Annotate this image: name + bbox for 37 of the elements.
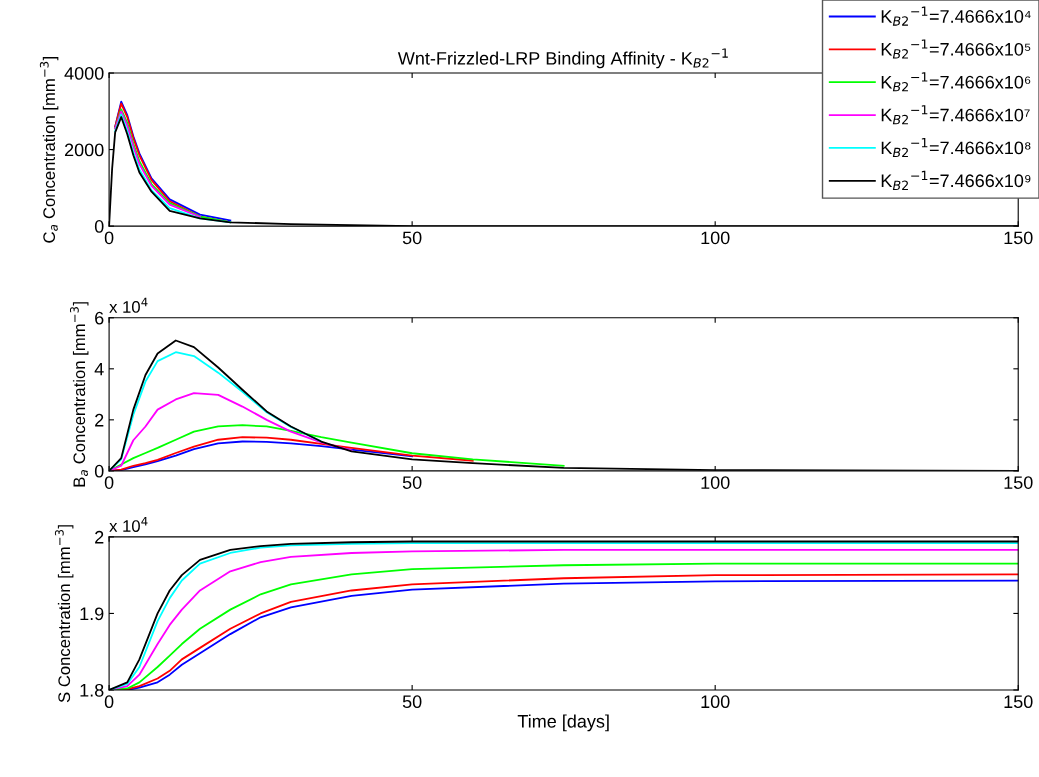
y-axis-title: B$_{a}$ Concentration [mm$^{−3}$] [69, 302, 89, 487]
x-tick-label: 0 [104, 476, 114, 489]
legend-label: K$_{B2}$$^{−1}$=7.4666x10⁹ [881, 170, 1031, 190]
y-tick-label: 2 [95, 530, 104, 544]
x-tick-label: 100 [701, 231, 730, 245]
y-tick-label: 1.9 [80, 607, 104, 621]
x-tick-label: 150 [1004, 231, 1033, 245]
legend-label: K$_{B2}$$^{−1}$=7.4666x10⁵ [881, 39, 1031, 59]
x-tick-label: 150 [1004, 476, 1033, 489]
x-tick-label: 0 [104, 695, 114, 709]
y-axis-title: C$_{a}$ Concentration [mm$^{−3}$] [39, 57, 59, 243]
y-tick-label: 2000 [64, 143, 104, 157]
legend-label: K$_{B2}$$^{−1}$=7.4666x10⁶ [881, 72, 1031, 92]
y-tick-label: 6 [95, 311, 104, 325]
legend-label: K$_{B2}$$^{−1}$=7.4666x10⁷ [881, 105, 1030, 125]
y-tick-label: 1.8 [80, 683, 104, 697]
chart-title: Wnt-Frizzled-LRP Binding Affinity - K$_{B2}$$^{−1}$ [397, 48, 728, 69]
x-tick-label: 100 [701, 476, 730, 489]
x-tick-label: 50 [402, 231, 422, 245]
legend-label: K$_{B2}$$^{−1}$=7.4666x10⁴ [881, 6, 1031, 26]
x-tick-label: 50 [402, 695, 422, 709]
legend-label: K$_{B2}$$^{−1}$=7.4666x10⁸ [881, 137, 1031, 158]
y-tick-label: 0 [94, 220, 104, 233]
x-tick-label: 0 [104, 231, 114, 245]
text: x 10$^{4}$ [109, 516, 148, 532]
y-axis-title: S Concentration [mm$^{−3}$] [54, 525, 74, 703]
x-tick-label: 50 [402, 476, 422, 489]
y-tick-label: 4000 [64, 66, 104, 80]
y-tick-label: 2 [95, 413, 104, 427]
y-tick-label: 0 [94, 464, 104, 478]
x-axis-title: Time [days] [517, 714, 609, 732]
text: x 10$^{4}$ [109, 297, 148, 313]
x-tick-label: 150 [1004, 695, 1033, 709]
y-tick-label: 4 [94, 362, 104, 376]
line-series [114, 110, 201, 218]
line-series [109, 392, 353, 471]
x-tick-label: 100 [701, 695, 730, 709]
